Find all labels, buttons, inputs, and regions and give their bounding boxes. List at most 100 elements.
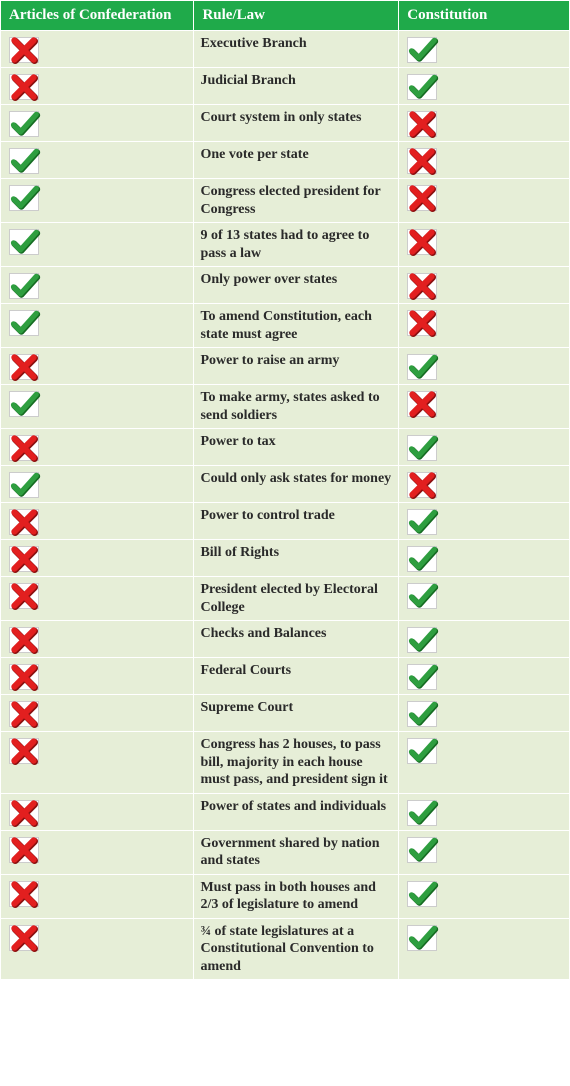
rule-text: To make army, states asked to send soldi… — [200, 390, 379, 423]
cross-icon — [9, 738, 39, 764]
cell-rule: Checks and Balances — [194, 621, 399, 658]
cross-icon — [407, 472, 437, 498]
table-row: Executive Branch — [1, 31, 570, 68]
table-row: Power to raise an army — [1, 348, 570, 385]
check-icon — [9, 472, 39, 498]
cross-icon — [9, 627, 39, 653]
rule-text: Executive Branch — [200, 36, 306, 51]
rule-text: Must pass in both houses and 2/3 of legi… — [200, 880, 375, 913]
check-icon — [407, 354, 437, 380]
cross-icon — [9, 354, 39, 380]
cross-icon — [9, 881, 39, 907]
cross-icon — [9, 583, 39, 609]
cell-aoc — [1, 658, 194, 695]
cell-const — [399, 577, 570, 621]
rule-text: Power to control trade — [200, 508, 334, 523]
cell-aoc — [1, 503, 194, 540]
cross-icon — [9, 837, 39, 863]
cell-rule: President elected by Electoral College — [194, 577, 399, 621]
cell-const — [399, 348, 570, 385]
check-icon — [407, 37, 437, 63]
cross-icon — [407, 229, 437, 255]
table-row: Must pass in both houses and 2/3 of legi… — [1, 874, 570, 918]
cell-rule: Power of states and individuals — [194, 793, 399, 830]
cell-const — [399, 267, 570, 304]
cell-aoc — [1, 540, 194, 577]
check-icon — [407, 627, 437, 653]
comparison-table: Articles of Confederation Rule/Law Const… — [0, 0, 570, 980]
check-icon — [407, 881, 437, 907]
cell-aoc — [1, 577, 194, 621]
cell-rule: Court system in only states — [194, 105, 399, 142]
check-icon — [407, 837, 437, 863]
cell-rule: Congress has 2 houses, to pass bill, maj… — [194, 732, 399, 794]
table-row: Power of states and individuals — [1, 793, 570, 830]
cell-rule: One vote per state — [194, 142, 399, 179]
check-icon — [407, 925, 437, 951]
cross-icon — [407, 391, 437, 417]
cell-aoc — [1, 695, 194, 732]
cell-aoc — [1, 267, 194, 304]
cell-const — [399, 793, 570, 830]
cell-const — [399, 385, 570, 429]
cell-aoc — [1, 304, 194, 348]
header-const: Constitution — [399, 1, 570, 31]
rule-text: Power of states and individuals — [200, 799, 386, 814]
rule-text: Government shared by nation and states — [200, 836, 379, 869]
cell-aoc — [1, 429, 194, 466]
check-icon — [407, 800, 437, 826]
cell-aoc — [1, 348, 194, 385]
cross-icon — [9, 435, 39, 461]
table-row: Federal Courts — [1, 658, 570, 695]
cross-icon — [9, 800, 39, 826]
rule-text: Congress elected president for Congress — [200, 184, 380, 217]
cell-const — [399, 31, 570, 68]
cell-aoc — [1, 621, 194, 658]
cell-rule: 9 of 13 states had to agree to pass a la… — [194, 223, 399, 267]
header-aoc: Articles of Confederation — [1, 1, 194, 31]
cell-const — [399, 658, 570, 695]
cell-rule: ¾ of state legislatures at a Constitutio… — [194, 918, 399, 980]
cell-rule: To make army, states asked to send soldi… — [194, 385, 399, 429]
cross-icon — [9, 509, 39, 535]
cell-aoc — [1, 732, 194, 794]
cell-rule: To amend Constitution, each state must a… — [194, 304, 399, 348]
cell-rule: Judicial Branch — [194, 68, 399, 105]
table-row: To make army, states asked to send soldi… — [1, 385, 570, 429]
rule-text: President elected by Electoral College — [200, 582, 377, 615]
cell-const — [399, 466, 570, 503]
cross-icon — [9, 925, 39, 951]
cross-icon — [407, 185, 437, 211]
cross-icon — [9, 546, 39, 572]
check-icon — [407, 509, 437, 535]
rule-text: 9 of 13 states had to agree to pass a la… — [200, 228, 369, 261]
cross-icon — [407, 111, 437, 137]
table-row: Power to tax — [1, 429, 570, 466]
cell-const — [399, 830, 570, 874]
table-row: One vote per state — [1, 142, 570, 179]
cell-const — [399, 105, 570, 142]
table-row: Judicial Branch — [1, 68, 570, 105]
table-row: To amend Constitution, each state must a… — [1, 304, 570, 348]
check-icon — [9, 111, 39, 137]
rule-text: Bill of Rights — [200, 545, 279, 560]
check-icon — [407, 546, 437, 572]
cell-rule: Power to control trade — [194, 503, 399, 540]
table-row: President elected by Electoral College — [1, 577, 570, 621]
rule-text: ¾ of state legislatures at a Constitutio… — [200, 924, 373, 974]
table-row: Court system in only states — [1, 105, 570, 142]
rule-text: Supreme Court — [200, 700, 293, 715]
rule-text: Court system in only states — [200, 110, 361, 125]
check-icon — [407, 583, 437, 609]
cell-rule: Power to raise an army — [194, 348, 399, 385]
cell-rule: Only power over states — [194, 267, 399, 304]
header-rule: Rule/Law — [194, 1, 399, 31]
cell-aoc — [1, 793, 194, 830]
rule-text: Federal Courts — [200, 663, 291, 678]
rule-text: Checks and Balances — [200, 626, 326, 641]
table-row: 9 of 13 states had to agree to pass a la… — [1, 223, 570, 267]
rule-text: One vote per state — [200, 147, 308, 162]
cell-rule: Supreme Court — [194, 695, 399, 732]
cell-rule: Government shared by nation and states — [194, 830, 399, 874]
cell-aoc — [1, 466, 194, 503]
